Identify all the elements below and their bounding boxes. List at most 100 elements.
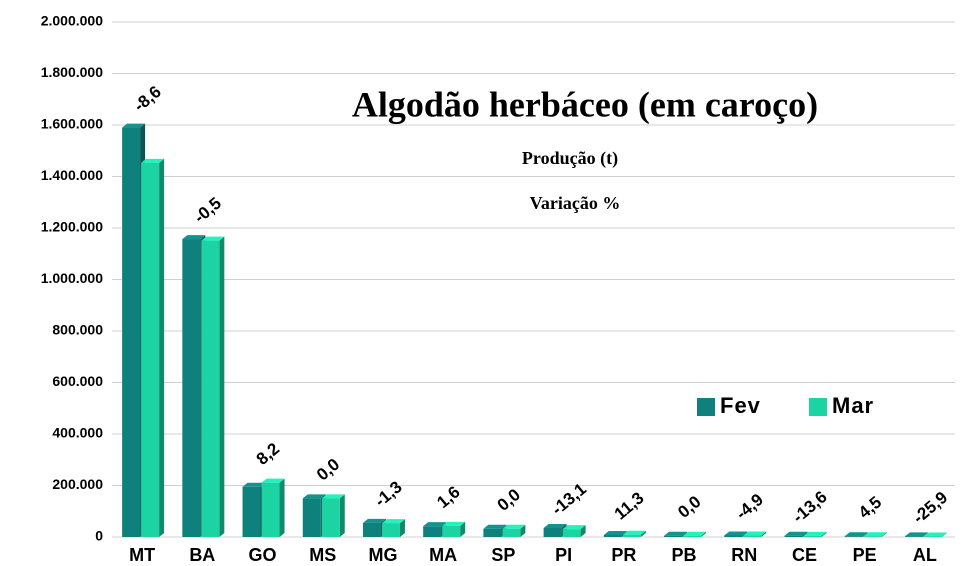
bar bbox=[502, 528, 521, 537]
bar-side bbox=[219, 236, 225, 537]
bar-top bbox=[844, 532, 868, 537]
x-tick-label: PR bbox=[611, 545, 636, 565]
bar bbox=[242, 486, 261, 537]
variation-label: 4,5 bbox=[855, 493, 885, 523]
x-tick-label: PE bbox=[853, 545, 877, 565]
x-tick-label: BA bbox=[189, 545, 215, 565]
x-tick-label: MS bbox=[309, 545, 336, 565]
bar-top bbox=[302, 494, 326, 499]
bar bbox=[182, 239, 201, 537]
bar-side bbox=[821, 531, 827, 537]
bar bbox=[784, 535, 803, 537]
bar-top bbox=[664, 531, 688, 536]
variation-label: -4,9 bbox=[732, 490, 767, 523]
x-tick-label: MA bbox=[429, 545, 457, 565]
bar-side bbox=[941, 532, 947, 537]
bar-side bbox=[701, 531, 707, 537]
variation-label: 0,0 bbox=[674, 492, 704, 522]
bar-top bbox=[242, 482, 266, 487]
bar bbox=[381, 523, 400, 537]
bar bbox=[362, 522, 381, 537]
y-tick-label: 1.600.000 bbox=[41, 116, 103, 132]
bar-top bbox=[904, 532, 928, 537]
bar bbox=[622, 534, 641, 537]
variation-label: 8,2 bbox=[253, 439, 283, 469]
bar bbox=[603, 534, 622, 537]
variation-label: 1,6 bbox=[433, 482, 463, 512]
bar-top bbox=[743, 531, 767, 536]
bar-top bbox=[483, 524, 507, 529]
legend-label: Mar bbox=[832, 393, 874, 418]
bar-top bbox=[923, 532, 947, 537]
bar bbox=[904, 536, 923, 537]
bar-side bbox=[279, 478, 285, 537]
y-tick-label: 200.000 bbox=[52, 476, 103, 492]
bar-top bbox=[543, 523, 567, 528]
variation-label: -1,3 bbox=[371, 477, 406, 510]
bar bbox=[724, 535, 743, 537]
bar-top bbox=[622, 530, 646, 535]
x-tick-label: GO bbox=[249, 545, 277, 565]
bar-top bbox=[863, 532, 887, 537]
legend-swatch bbox=[697, 398, 715, 416]
variation-label: -25,9 bbox=[909, 488, 951, 527]
bar bbox=[442, 525, 461, 537]
bar bbox=[683, 535, 702, 537]
chart-title: Algodão herbáceo (em caroço) bbox=[352, 84, 818, 124]
chart-subtitle: Produção (t) bbox=[522, 148, 618, 169]
bar bbox=[483, 528, 502, 537]
bar bbox=[141, 162, 160, 538]
bar-side bbox=[460, 521, 466, 537]
x-tick-label: CE bbox=[792, 545, 817, 565]
y-tick-label: 400.000 bbox=[52, 425, 103, 441]
bar-top bbox=[141, 158, 165, 163]
bar-top bbox=[803, 531, 827, 536]
y-tick-label: 600.000 bbox=[52, 373, 103, 389]
bar bbox=[743, 535, 762, 537]
bar-side bbox=[881, 532, 887, 537]
bar bbox=[302, 498, 321, 537]
bar bbox=[122, 127, 141, 537]
x-tick-label: PI bbox=[555, 545, 572, 565]
variation-label: -13,6 bbox=[789, 487, 831, 526]
bar-side bbox=[640, 530, 646, 537]
bar-side bbox=[761, 531, 767, 537]
bar bbox=[423, 526, 442, 537]
bar bbox=[844, 536, 863, 537]
x-tick-label: MT bbox=[129, 545, 155, 565]
bar-side bbox=[159, 158, 165, 538]
bar-side bbox=[862, 532, 868, 537]
bar-side bbox=[802, 531, 808, 537]
bar bbox=[543, 527, 562, 537]
bar-side bbox=[399, 519, 405, 537]
bar-side bbox=[520, 524, 526, 537]
x-tick-label: PB bbox=[672, 545, 697, 565]
bar-side bbox=[922, 532, 928, 537]
bar-top bbox=[784, 531, 808, 536]
bar-top bbox=[182, 235, 206, 240]
bar-top bbox=[442, 521, 466, 526]
bar-top bbox=[261, 478, 285, 483]
y-tick-label: 0 bbox=[95, 528, 103, 544]
bar-top bbox=[321, 494, 345, 499]
legend-label: Fev bbox=[720, 393, 761, 418]
bar-side bbox=[580, 525, 586, 537]
bar-top bbox=[683, 531, 707, 536]
legend-swatch bbox=[809, 398, 827, 416]
bar-top bbox=[362, 518, 386, 523]
x-tick-label: MG bbox=[368, 545, 397, 565]
y-tick-label: 1.800.000 bbox=[41, 64, 103, 80]
bar-top bbox=[603, 530, 627, 535]
variation-caption: Variação % bbox=[530, 193, 621, 213]
bar-side bbox=[339, 494, 345, 537]
bar bbox=[562, 529, 581, 537]
y-tick-label: 1.400.000 bbox=[41, 167, 103, 183]
bar-top bbox=[724, 531, 748, 536]
y-tick-label: 1.200.000 bbox=[41, 219, 103, 235]
variation-label: 11,3 bbox=[611, 488, 648, 523]
variation-label: 0,0 bbox=[313, 455, 343, 485]
bar-top bbox=[381, 519, 405, 524]
bar-top bbox=[562, 525, 586, 530]
bar bbox=[261, 482, 280, 537]
